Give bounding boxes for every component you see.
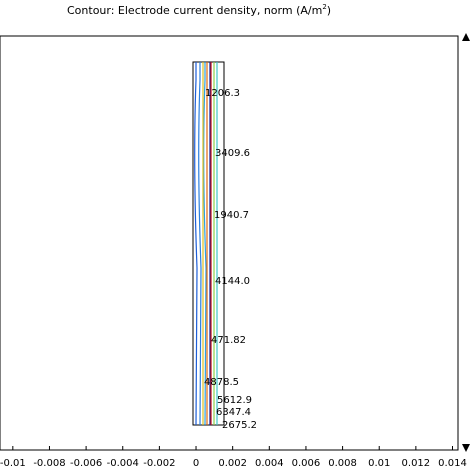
electrode-outline [192,61,225,426]
x-tick-label: -0.01 [0,458,26,469]
contour-line [194,62,198,426]
contour-label: 6347.4 [216,407,251,418]
contour-label: 1940.7 [214,210,249,221]
scale-arrow-down [462,444,470,452]
x-tick-label: 0.01 [368,458,390,469]
contour-label: 2675.2 [222,420,257,431]
contour-label: 5612.9 [217,395,252,406]
x-tick-label: -0.006 [70,458,102,469]
x-tick-label: -0.008 [33,458,65,469]
contour-line [203,62,207,426]
x-tick-label: 0.008 [328,458,357,469]
x-tick-label: 0.014 [438,458,467,469]
contour-label: 4144.0 [215,276,250,287]
x-tick-label: 0 [193,458,199,469]
contour-line [198,62,202,426]
x-tick-label: 0.012 [402,458,431,469]
chart-title: Contour: Electrode current density, norm… [67,3,331,17]
x-tick-label: -0.004 [107,458,139,469]
contour-label: 3409.6 [215,148,250,159]
title-main: Contour: Electrode current density, norm… [67,4,322,17]
x-tick-label: -0.002 [143,458,175,469]
title-sup: 2 [322,3,326,11]
x-tick-label: 0.002 [218,458,247,469]
scale-arrow-up [462,33,470,41]
x-tick-label: 0.004 [255,458,284,469]
contour-label: 1206.3 [205,88,240,99]
contour-label: 471.82 [211,335,246,346]
plot-frame [0,35,459,451]
contour-label: 4878.5 [204,377,239,388]
title-end: ) [327,4,331,17]
x-tick-label: 0.006 [292,458,321,469]
